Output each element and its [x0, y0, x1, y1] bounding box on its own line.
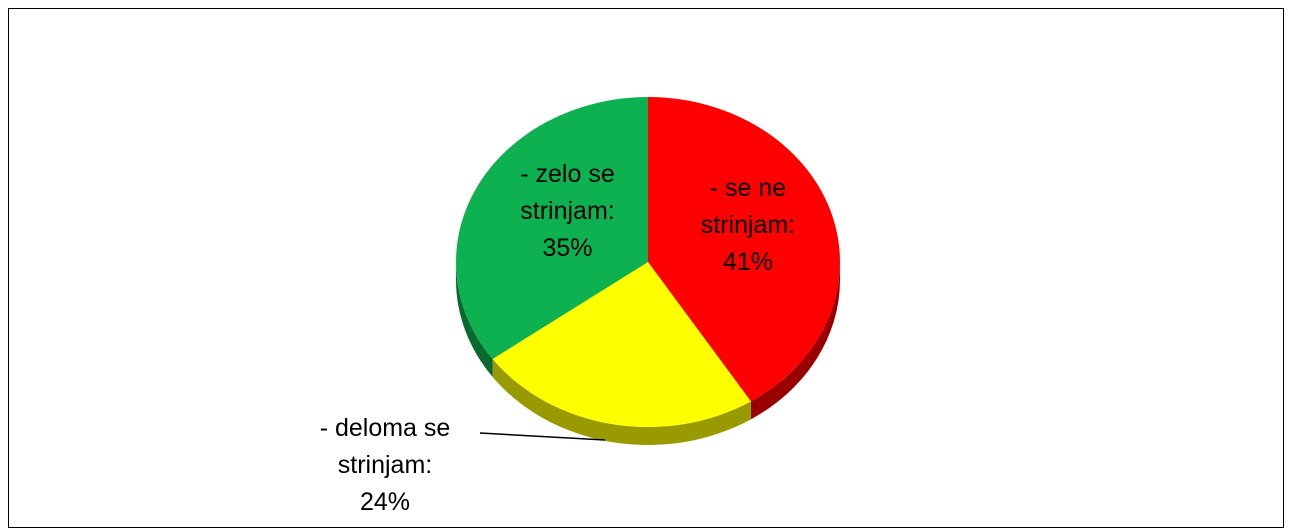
slice-label: - deloma se strinjam: 24% — [300, 410, 470, 521]
leader-line — [479, 432, 606, 441]
slice-side — [456, 262, 493, 377]
label-value: 24% — [359, 488, 411, 516]
slice — [456, 97, 648, 359]
slice — [492, 262, 751, 428]
slice-side — [492, 358, 751, 445]
label-category: - deloma se strinjam: — [319, 414, 451, 479]
label-value: 35% — [542, 234, 593, 262]
slice-side — [750, 262, 840, 420]
slice-label: - se ne strinjam: 41% — [683, 170, 813, 281]
label-category: - zelo se strinjam: — [520, 160, 615, 225]
label-category: - se ne strinjam: — [700, 174, 796, 239]
slice — [648, 97, 840, 402]
slice-label: - zelo se strinjam: 35% — [505, 156, 630, 267]
label-value: 41% — [722, 248, 774, 276]
